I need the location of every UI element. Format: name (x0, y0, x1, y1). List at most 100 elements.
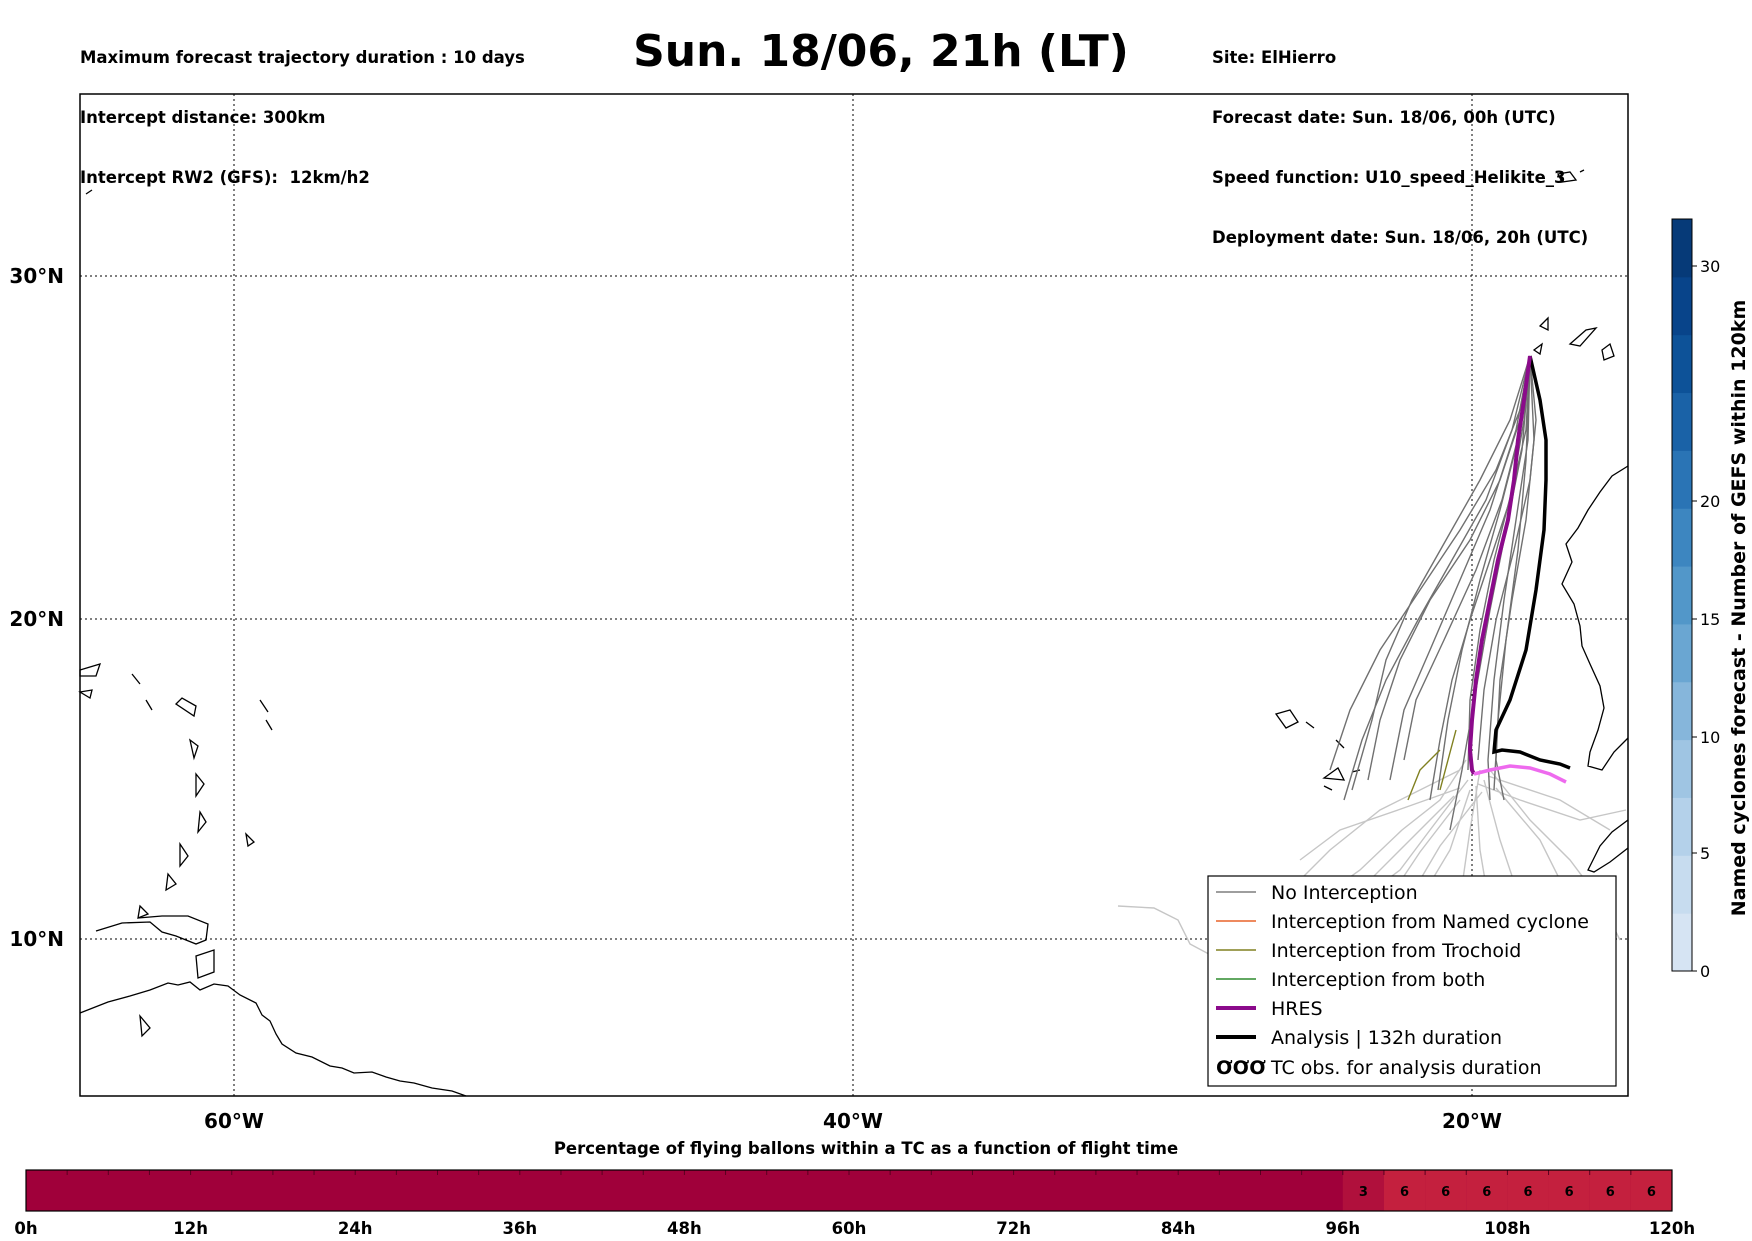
bar-cell-value: 6 (1441, 1185, 1450, 1200)
run-info: Site: ElHierro Forecast date: Sun. 18/06… (1212, 8, 1588, 268)
bar-cell-value: 6 (1482, 1185, 1491, 1200)
colorbar-tick: 10 (1700, 728, 1720, 747)
colorbar-tick: 5 (1700, 844, 1710, 863)
legend-label: Interception from Named cyclone (1271, 911, 1589, 933)
bar-cells: 3 6 6 6 6 6 6 6 (1342, 1170, 1672, 1211)
colorbar-cell (1672, 276, 1692, 336)
legend: No Interception Interception from Named … (1207, 875, 1617, 1087)
info-line: Deployment date: Sun. 18/06, 20h (UTC) (1212, 228, 1589, 247)
colorbar-frame (1671, 218, 1693, 972)
colorbar-cell (1672, 334, 1692, 394)
lon-label-20w: 20°W (1442, 1109, 1502, 1133)
bar-frame (25, 1169, 1673, 1212)
guinea-coast (1587, 819, 1629, 873)
legend-box (1207, 875, 1617, 1087)
flight-time-bar: Percentage of flying ballons within a TC… (14, 1139, 1695, 1238)
south-america-coast (79, 981, 467, 1097)
legend-item: No Interception (1216, 882, 1418, 904)
legend-item: HRES (1216, 998, 1323, 1020)
trinidad (195, 949, 215, 979)
colorbar-tick: 15 (1700, 610, 1720, 629)
trochoid-interception-tracks (1407, 729, 1457, 801)
bar-cell-value: 6 (1606, 1185, 1615, 1200)
bar-tick-label: 36h (502, 1219, 537, 1238)
lat-label-20n: 20°N (9, 607, 64, 631)
lon-label-60w: 60°W (204, 1109, 264, 1133)
legend-item: Interception from Trochoid (1216, 940, 1521, 962)
bar-cell (1630, 1170, 1672, 1211)
bar-cell-value: 6 (1647, 1185, 1656, 1200)
bar-tick-labels: 0h 12h 24h 36h 48h 60h 72h 84h 96h 108h 120h (14, 1219, 1695, 1238)
legend-label: Interception from both (1271, 969, 1485, 991)
param-line: Intercept distance: 300km (80, 108, 326, 127)
bar-cell (1383, 1170, 1426, 1211)
colorbar-cell (1672, 681, 1692, 741)
colorbar-tick: 30 (1700, 257, 1720, 276)
colorbar-label: Named cyclones forecast - Number of GEFS… (1728, 300, 1750, 917)
lat-label-10n: 10°N (9, 927, 64, 951)
caribbean-islets (78, 189, 273, 1038)
coastlines (78, 169, 1629, 1097)
legend-item: Interception from Named cyclone (1216, 911, 1589, 933)
bar-cell-value: 3 (1359, 1185, 1368, 1200)
legend-item: ƠƠƠ TC obs. for analysis duration (1216, 1057, 1542, 1079)
madeira (1557, 169, 1585, 183)
colorbar-cell (1672, 219, 1692, 278)
info-line: Site: ElHierro (1212, 48, 1337, 67)
legend-label: Interception from Trochoid (1271, 940, 1521, 962)
param-line: Maximum forecast trajectory duration : 1… (80, 48, 525, 67)
bar-cell (1425, 1170, 1467, 1211)
bar-tick-label: 24h (338, 1219, 373, 1238)
map-frame (79, 93, 1629, 1097)
bar-tick-label: 12h (173, 1219, 208, 1238)
bar-tick-label: 72h (996, 1219, 1031, 1238)
colorbar-ticks: 0 5 10 15 20 30 (1692, 257, 1720, 981)
bar-cell-value: 6 (1565, 1185, 1574, 1200)
colorbar-cell (1672, 855, 1692, 914)
venezuela-coast (95, 915, 209, 945)
run-parameters: Maximum forecast trajectory duration : 1… (80, 8, 525, 208)
legend-item: Analysis | 132h duration (1216, 1027, 1502, 1049)
legend-item: Interception from both (1216, 969, 1485, 991)
tc-symbol-icon: ƠƠƠ (1216, 1057, 1266, 1079)
analysis-track (1492, 355, 1571, 770)
lon-label-40w: 40°W (823, 1109, 883, 1133)
bar-cell-value: 6 (1400, 1185, 1409, 1200)
bar-title: Percentage of flying ballons within a TC… (554, 1139, 1178, 1158)
hres-extension (1473, 764, 1567, 784)
lat-label-30n: 30°N (9, 264, 64, 288)
page-title: Sun. 18/06, 21h (LT) (633, 26, 1129, 77)
cape-verde (1274, 709, 1361, 791)
bar-cell (1507, 1170, 1549, 1211)
bar-cell (1466, 1170, 1508, 1211)
colorbar-cell (1672, 566, 1692, 625)
bar-tick-label: 120h (1649, 1219, 1695, 1238)
lesser-antilles (137, 697, 207, 920)
colorbar-cell (1672, 623, 1692, 683)
hres-track (1467, 355, 1532, 775)
colorbar-cell (1672, 392, 1692, 451)
bar-cell-value: 6 (1523, 1185, 1532, 1200)
colorbar-cell (1672, 739, 1692, 798)
legend-label: TC obs. for analysis duration (1270, 1057, 1542, 1079)
bar-tick-label: 96h (1325, 1219, 1360, 1238)
africa-coast (1561, 465, 1629, 771)
info-line: Forecast date: Sun. 18/06, 00h (UTC) (1212, 108, 1556, 127)
legend-label: HRES (1271, 998, 1323, 1020)
bar-cell (1342, 1170, 1384, 1211)
bar-cell (1548, 1170, 1590, 1211)
bar-tick-label: 0h (14, 1219, 37, 1238)
no-interception-tracks (1329, 355, 1537, 831)
colorbar: 0 5 10 15 20 30 Named cyclones forecast … (1671, 218, 1750, 981)
colorbar-cell (1672, 450, 1692, 509)
canary-islands (1532, 316, 1615, 361)
colorbar-cell (1672, 508, 1692, 567)
info-line: Speed function: U10_speed_Helikite_3 (1212, 168, 1566, 187)
colorbar-cell (1672, 913, 1692, 972)
bar-tick-label: 84h (1161, 1219, 1196, 1238)
legend-label: No Interception (1271, 882, 1418, 904)
colorbar-cell (1672, 797, 1692, 856)
lat-labels: 30°N 20°N 10°N (9, 264, 64, 951)
bar-tick-label: 48h (667, 1219, 702, 1238)
